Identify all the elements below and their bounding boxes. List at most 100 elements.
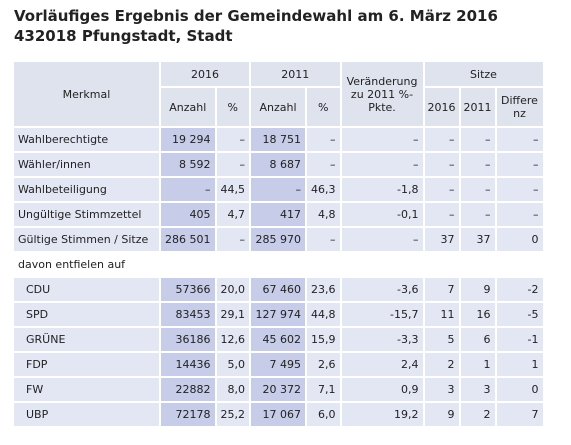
title: Vorläufiges Ergebnis der Gemeindewahl am… — [14, 7, 498, 25]
cell: -15,7 — [341, 303, 423, 326]
cell: – — [216, 153, 249, 176]
cell: 45 602 — [251, 328, 305, 351]
header-cell: 2011 — [251, 62, 340, 86]
header-cell: Sitze — [424, 62, 543, 86]
cell: – — [216, 128, 249, 151]
cell: 1 — [460, 353, 495, 376]
cell: 46,3 — [307, 178, 340, 201]
header-cell: Differenz — [496, 88, 543, 126]
cell: 9 — [424, 403, 459, 426]
cell: – — [341, 128, 423, 151]
cell: 36186 — [161, 328, 215, 351]
header-cell: Anzahl — [161, 88, 215, 126]
cell: 83453 — [161, 303, 215, 326]
cell: -1 — [496, 328, 543, 351]
cell: – — [496, 178, 543, 201]
row-label: Wähler/innen — [14, 153, 159, 176]
cell: 1 — [496, 353, 543, 376]
cell: – — [307, 228, 340, 251]
header-cell: % — [307, 88, 340, 126]
cell: 17 067 — [251, 403, 305, 426]
row-label: SPD — [14, 303, 159, 326]
cell: -5 — [496, 303, 543, 326]
cell: 405 — [161, 203, 215, 226]
cell: 14436 — [161, 353, 215, 376]
row-label: Wahlberechtigte — [14, 128, 159, 151]
table-row: SPD 83453 29,1 127 974 44,8 -15,7 11 16 -5 — [14, 303, 543, 326]
cell: 8 592 — [161, 153, 215, 176]
cell: 44,8 — [307, 303, 340, 326]
cell: – — [307, 128, 340, 151]
cell: – — [460, 128, 495, 151]
cell: – — [460, 178, 495, 201]
cell: 2 — [424, 353, 459, 376]
cell: 25,2 — [216, 403, 249, 426]
cell: – — [496, 153, 543, 176]
cell: 20 372 — [251, 378, 305, 401]
cell: -2 — [496, 278, 543, 301]
header-cell: 2011 — [460, 88, 495, 126]
cell: 29,1 — [216, 303, 249, 326]
cell: 12,6 — [216, 328, 249, 351]
cell: 5,0 — [216, 353, 249, 376]
cell: 6,0 — [307, 403, 340, 426]
cell: 9 — [460, 278, 495, 301]
cell: – — [496, 128, 543, 151]
results-table: Merkmal 2016 2011 Veränderung zu 2011 %-… — [12, 60, 545, 428]
table-row: Ungültige Stimmzettel 405 4,7 417 4,8 -0,1– – – — [14, 203, 543, 226]
cell: 11 — [424, 303, 459, 326]
cell: 7,1 — [307, 378, 340, 401]
cell: 8,0 — [216, 378, 249, 401]
header-cell: 2016 — [161, 62, 249, 86]
cell: -3,3 — [341, 328, 423, 351]
cell: 37 — [424, 228, 459, 251]
cell: 23,6 — [307, 278, 340, 301]
cell: 6 — [460, 328, 495, 351]
cell: 0,9 — [341, 378, 423, 401]
cell: 7 — [424, 278, 459, 301]
table-row: GRÜNE 36186 12,6 45 602 15,9 -3,3 5 6 -1 — [14, 328, 543, 351]
header-cell: 2016 — [424, 88, 459, 126]
table-row: FDP 14436 5,0 7 495 2,6 2,4 2 1 1 — [14, 353, 543, 376]
cell: 417 — [251, 203, 305, 226]
cell: 7 495 — [251, 353, 305, 376]
row-label: CDU — [14, 278, 159, 301]
cell: 285 970 — [251, 228, 305, 251]
cell: 0 — [496, 228, 543, 251]
cell: 2 — [460, 403, 495, 426]
cell: 5 — [424, 328, 459, 351]
cell: 3 — [424, 378, 459, 401]
table-row: CDU 57366 20,0 67 460 23,6 -3,6 7 9 -2 — [14, 278, 543, 301]
cell: 8 687 — [251, 153, 305, 176]
cell: -1,8 — [341, 178, 423, 201]
header-cell: Anzahl — [251, 88, 305, 126]
section-row: davon entfielen auf — [14, 253, 543, 276]
table-row: Wahlberechtigte 19 294–18 751– – – – – — [14, 128, 543, 151]
cell: 3 — [460, 378, 495, 401]
cell: – — [251, 178, 305, 201]
cell: 15,9 — [307, 328, 340, 351]
header-cell: % — [216, 88, 249, 126]
cell: – — [424, 178, 459, 201]
cell: 16 — [460, 303, 495, 326]
cell: 72178 — [161, 403, 215, 426]
cell: 19 294 — [161, 128, 215, 151]
cell: – — [460, 203, 495, 226]
cell: 2,4 — [341, 353, 423, 376]
cell: – — [341, 153, 423, 176]
cell: 4,7 — [216, 203, 249, 226]
cell: – — [216, 228, 249, 251]
cell: 20,0 — [216, 278, 249, 301]
cell: 44,5 — [216, 178, 249, 201]
table-row: Wahlbeteiligung –44,5–46,3 -1,8– – – — [14, 178, 543, 201]
cell: – — [460, 153, 495, 176]
cell: – — [341, 228, 423, 251]
cell: 18 751 — [251, 128, 305, 151]
cell: 286 501 — [161, 228, 215, 251]
cell: 22882 — [161, 378, 215, 401]
cell: – — [424, 128, 459, 151]
cell: – — [424, 203, 459, 226]
table-row: FW 22882 8,0 20 372 7,1 0,9 3 3 0 — [14, 378, 543, 401]
cell: – — [424, 153, 459, 176]
